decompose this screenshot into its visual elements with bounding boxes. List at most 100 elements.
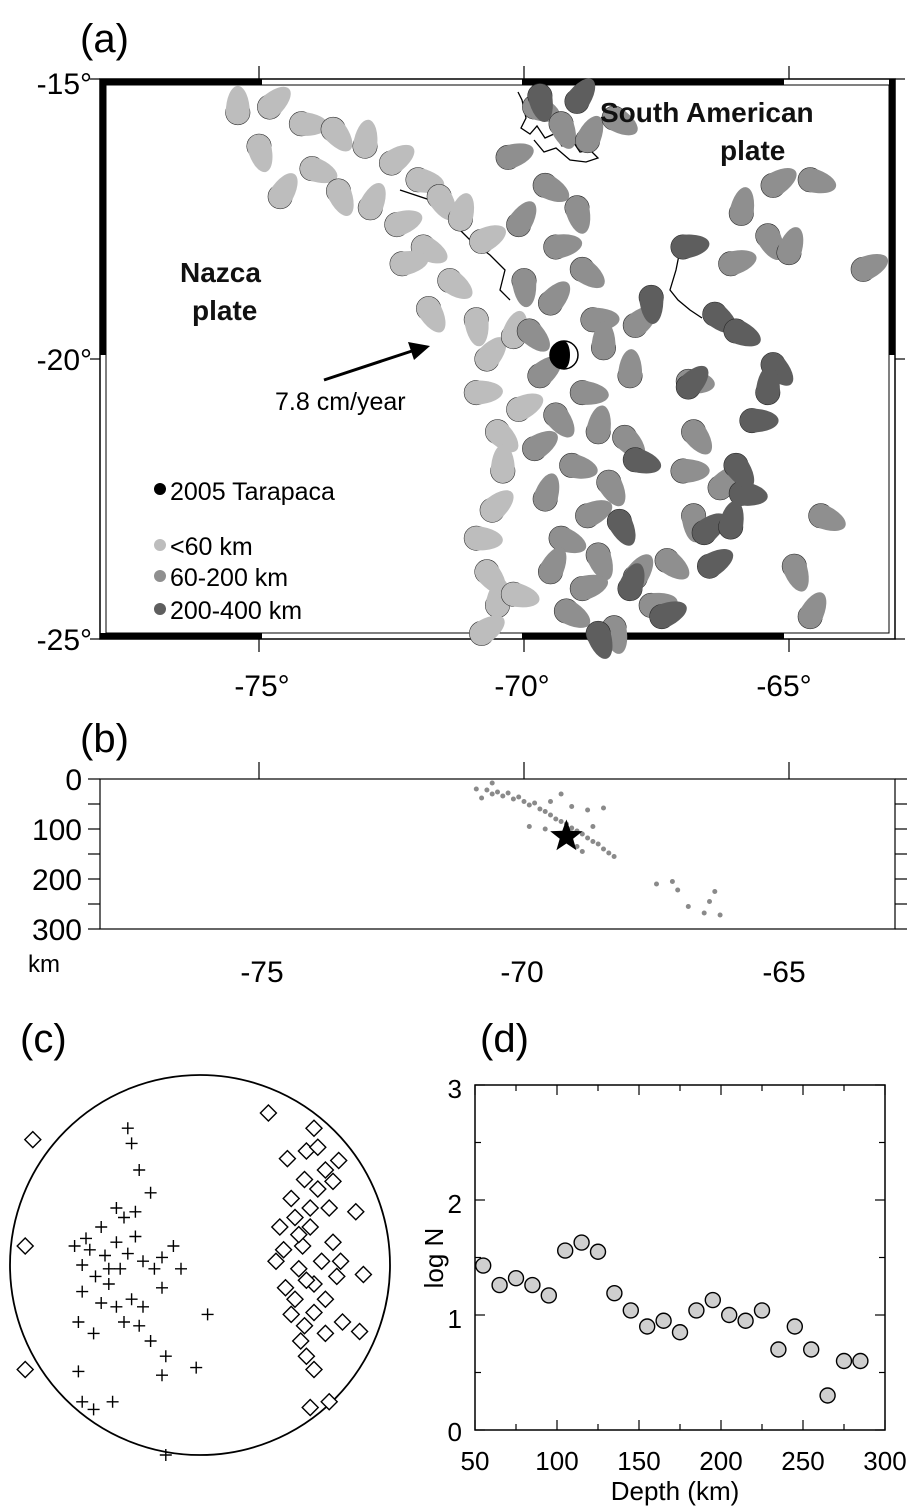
t-axis-marker [148, 1262, 161, 1275]
logn-point [589, 1243, 607, 1260]
section-point [717, 912, 723, 918]
p-axis-marker [291, 1332, 310, 1350]
focal-mechanism [718, 250, 757, 277]
focal-mechanism [670, 234, 710, 260]
logn-points [475, 1234, 869, 1404]
nazca-plate-label: plate [192, 295, 257, 326]
focal-mechanism [569, 574, 609, 602]
focal-mechanism [697, 549, 734, 579]
velocity-label: 7.8 cm/year [275, 388, 406, 416]
p-axis-marker [308, 1138, 327, 1157]
t-axis-marker [95, 1297, 108, 1309]
t-axis-marker [118, 1211, 130, 1224]
focal-mechanism [797, 167, 837, 194]
t-axis-marker [76, 1395, 89, 1408]
section-point [526, 802, 532, 808]
focal-mechanism [617, 349, 643, 389]
focal-mechanism [553, 598, 591, 628]
t-axis-marker [72, 1365, 85, 1378]
section-point [505, 790, 511, 796]
focal-mechanism [649, 601, 687, 630]
legend-marker-shallow [154, 539, 166, 551]
t-axis-marker [118, 1316, 130, 1328]
focal-mechanism [728, 187, 755, 226]
focal-mechanism [474, 337, 507, 372]
section-point [553, 816, 559, 822]
section-points [473, 780, 723, 918]
map-ytick-label: -15° [37, 68, 92, 101]
section-y-axis: 0 100 200 300 km [28, 764, 82, 978]
logn-panel: 3 2 1 0 log N 50 100 150 200 250 300 Dep… [419, 1074, 907, 1506]
p-axis-marker [282, 1305, 301, 1324]
velocity-arrow [323, 342, 430, 382]
p-axis-marker [259, 1104, 278, 1122]
logn-point [671, 1324, 689, 1341]
p-axis-marker [270, 1218, 289, 1236]
section-point [558, 819, 564, 824]
section-point [675, 887, 681, 893]
focal-mechanism [326, 178, 354, 216]
t-axis-marker [83, 1243, 96, 1256]
logn-point [524, 1276, 541, 1294]
p-axis-marker [16, 1360, 35, 1379]
focal-mechanism [585, 405, 611, 445]
p-axis-marker [274, 1240, 293, 1259]
t-axis-marker [137, 1255, 149, 1268]
focal-mechanism [299, 156, 338, 184]
logn-point [606, 1284, 623, 1302]
section-ylabel: km [28, 951, 60, 978]
focal-mechanism [654, 548, 690, 580]
p-axis-marker [327, 1267, 346, 1286]
t-axis-marker [114, 1262, 127, 1275]
logn-point [803, 1341, 820, 1358]
logn-ytick-label: 1 [448, 1304, 462, 1334]
mainshock-beachball [549, 340, 579, 370]
section-point [601, 846, 606, 852]
focal-mechanism [548, 111, 577, 149]
logn-frame [474, 1084, 886, 1431]
t-axis-marker [121, 1122, 134, 1135]
t-axes [68, 1122, 214, 1461]
logn-point [491, 1276, 508, 1294]
focal-mechanism [463, 307, 489, 347]
focal-mechanism [469, 615, 505, 646]
section-point [542, 826, 548, 832]
mainshock-star [550, 819, 583, 851]
focal-mechanism [638, 284, 664, 325]
section-point [558, 791, 564, 797]
logn-x-axis: 50 100 150 200 250 300 Depth (km) [461, 1446, 907, 1506]
focal-mechanism [246, 133, 273, 173]
section-point [606, 850, 612, 856]
south-american-plate-label: plate [720, 135, 785, 166]
section-point [611, 854, 617, 859]
focal-mechanism [739, 408, 779, 434]
section-ytick-label: 300 [32, 914, 82, 947]
p-axis-marker [331, 1252, 350, 1271]
focal-mechanism [675, 365, 709, 400]
map-x-axis: -75° -70° -65° [234, 670, 811, 703]
focal-mechanism [463, 380, 503, 406]
focal-mechanism [718, 500, 744, 540]
t-axis-marker [144, 1186, 157, 1199]
section-x-axis: -75 -70 -65 [240, 956, 805, 989]
section-point [537, 806, 543, 812]
p-axis-marker [312, 1252, 331, 1271]
t-axis-marker [201, 1308, 214, 1321]
logn-point [655, 1312, 672, 1329]
logn-xtick-label: 150 [617, 1446, 660, 1476]
focal-mechanism [511, 268, 537, 308]
section-point [685, 904, 691, 909]
focal-mechanism [591, 321, 616, 361]
logn-point [475, 1257, 492, 1274]
p-axes [16, 1104, 373, 1417]
p-axis-marker [301, 1218, 320, 1236]
stereonet-circle [9, 1074, 391, 1456]
focal-mechanism [500, 581, 540, 608]
focal-mechanism [426, 184, 457, 221]
focal-mechanism [516, 318, 550, 352]
t-axis-marker [167, 1240, 180, 1252]
south-american-label: South American [600, 97, 814, 128]
logn-point [770, 1341, 787, 1358]
logn-ylabel: log N [419, 1228, 449, 1289]
